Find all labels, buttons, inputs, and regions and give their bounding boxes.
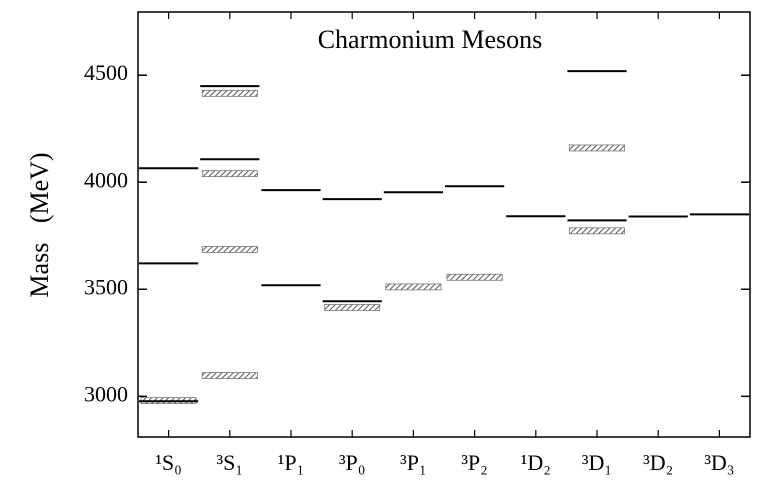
plot-frame xyxy=(137,11,751,438)
x-tick-label: ³D₂ xyxy=(643,450,673,475)
x-tick-label: ³S₁ xyxy=(217,450,244,475)
experimental-level xyxy=(201,246,258,253)
experimental-level xyxy=(385,283,442,291)
chart-title: Charmonium Mesons xyxy=(318,25,543,54)
y-tick-label: 3500 xyxy=(84,274,128,299)
x-tick-label: ³P₂ xyxy=(461,450,488,475)
experimental-level xyxy=(201,372,258,379)
x-tick-label: ¹P₁ xyxy=(278,450,305,475)
y-tick-label: 4000 xyxy=(84,167,128,192)
x-tick-label: ¹D₂ xyxy=(521,450,551,475)
y-tick-label: 4500 xyxy=(84,60,128,85)
x-tick-label: ³D₃ xyxy=(704,450,734,475)
experimental-level xyxy=(201,89,258,97)
x-tick-label: ³P₁ xyxy=(400,450,427,475)
experimental-level xyxy=(324,304,381,311)
x-tick-label: ¹S₀ xyxy=(155,450,182,475)
y-tick-label: 3000 xyxy=(84,381,128,406)
experimental-level xyxy=(446,273,503,281)
y-axis-label: Mass (MeV) xyxy=(25,152,54,297)
x-tick-label: ³P₀ xyxy=(339,450,366,475)
experimental-level xyxy=(201,170,258,178)
experimental-level xyxy=(569,227,626,235)
experimental-level xyxy=(569,144,626,152)
x-tick-label: ³D₁ xyxy=(582,450,612,475)
